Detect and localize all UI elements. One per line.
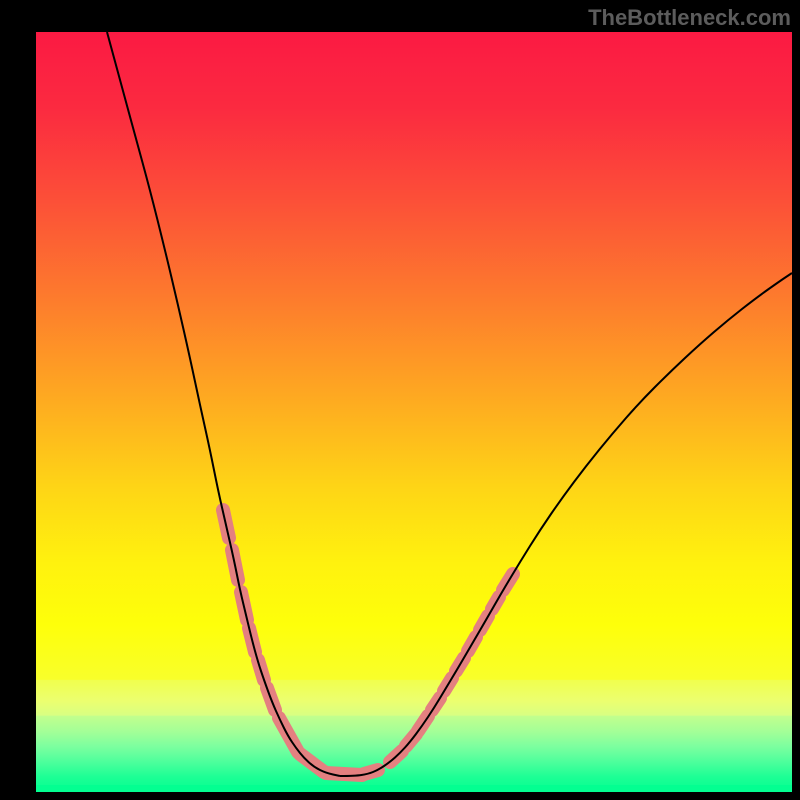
plot-background [36, 32, 792, 792]
bottom-stripe [36, 785, 792, 792]
bottleneck-chart [0, 0, 800, 800]
watermark-text: TheBottleneck.com [588, 5, 791, 31]
chart-container: TheBottleneck.com [0, 0, 800, 800]
